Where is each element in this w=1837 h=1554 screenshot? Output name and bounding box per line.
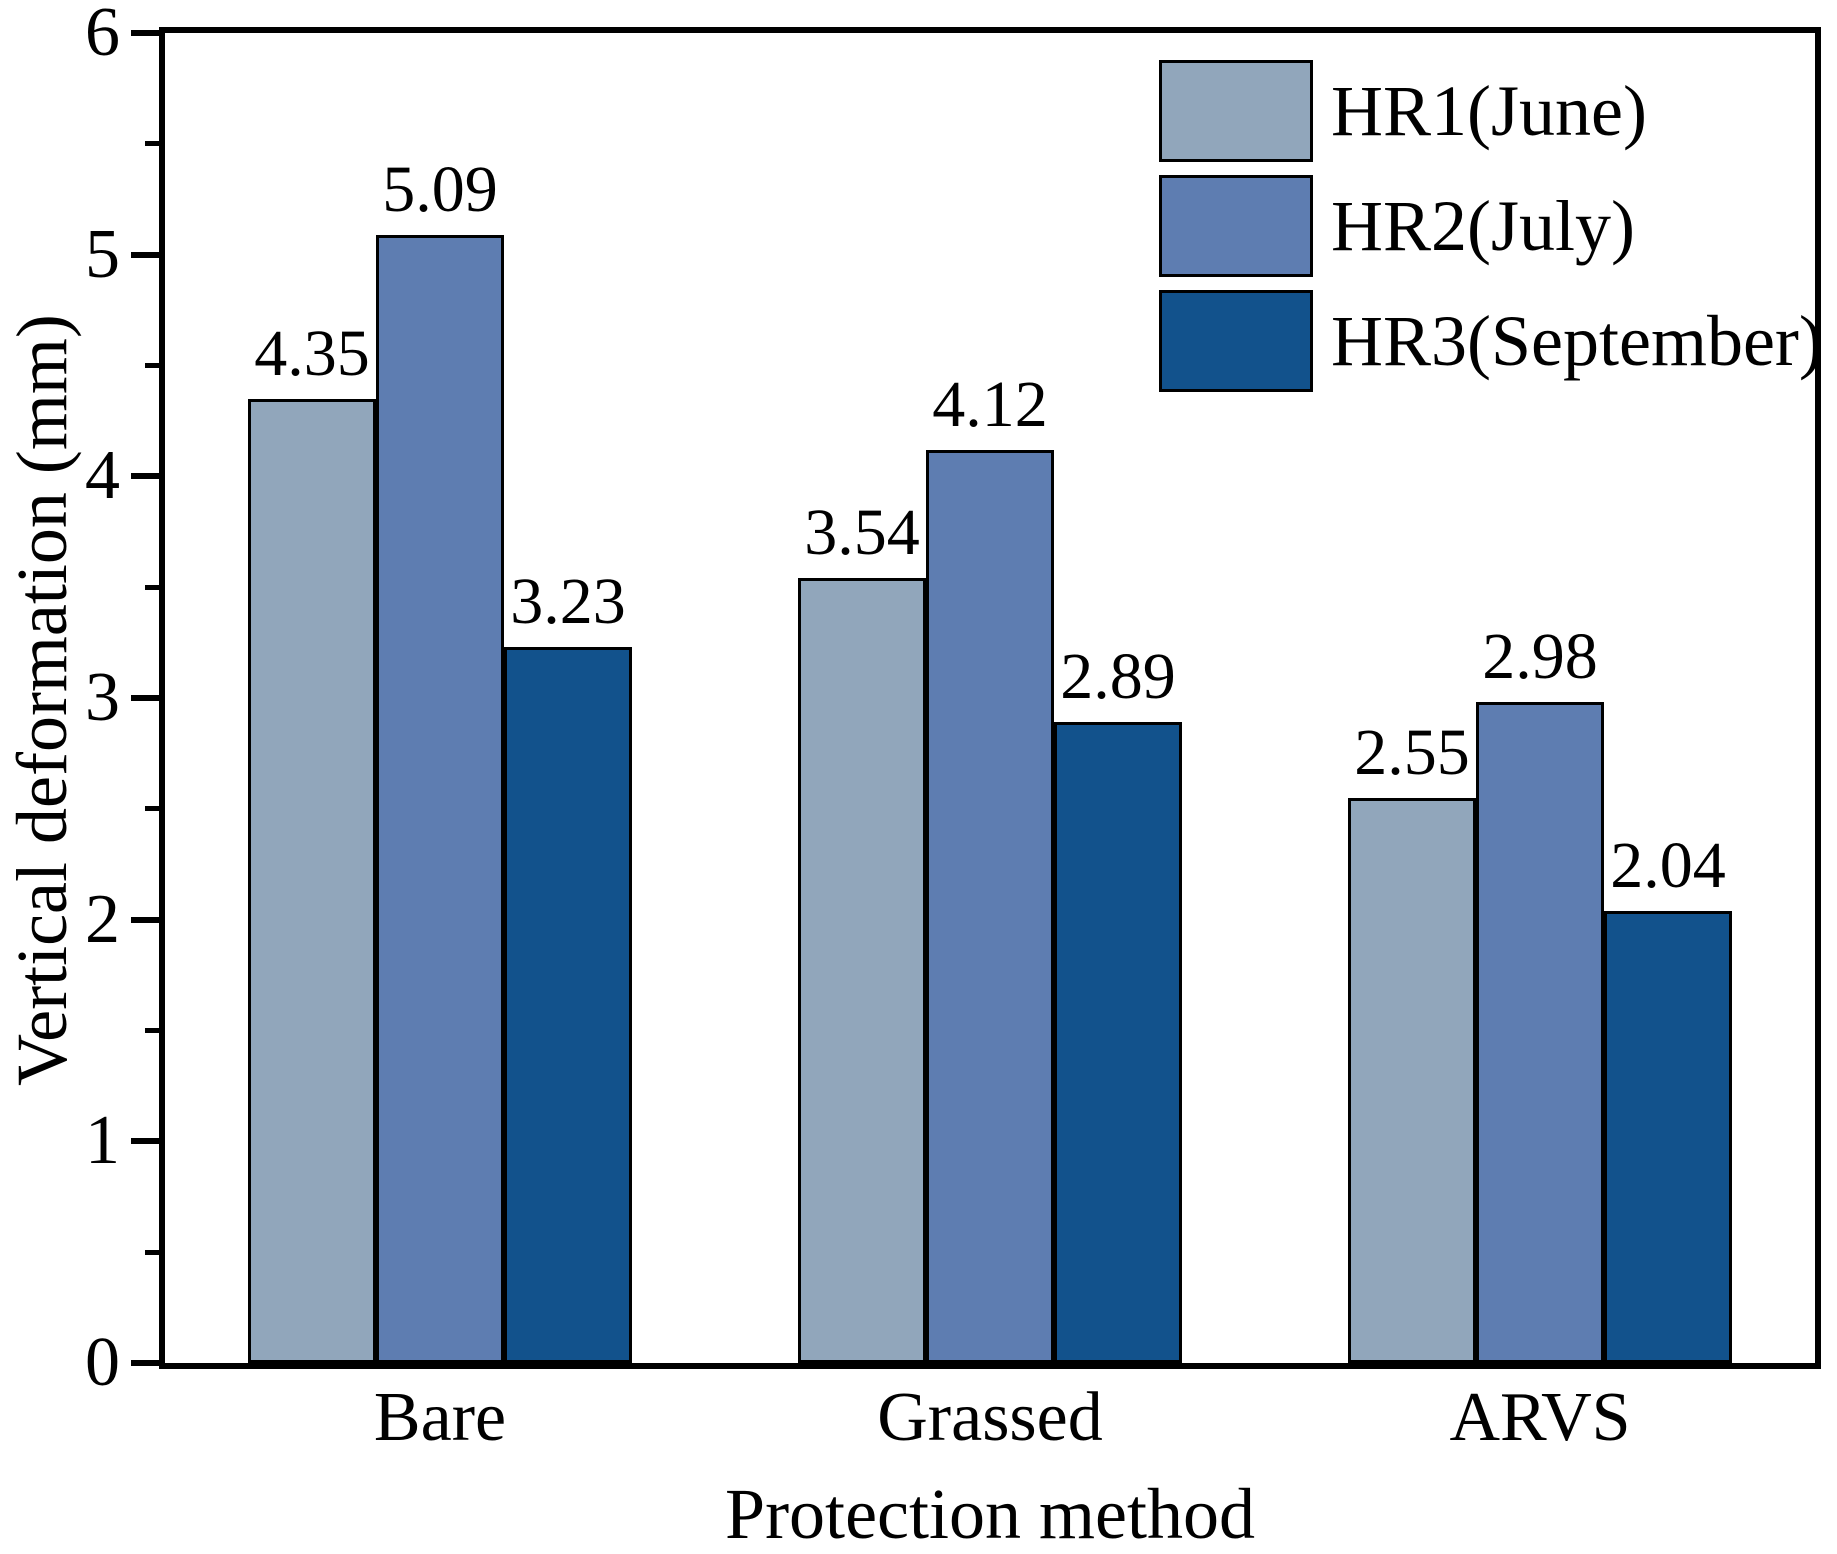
bar-bare-hr2(july): [376, 235, 504, 1363]
bar-arvs-hr3(september): [1604, 911, 1732, 1363]
plot-interior: 4.35 5.09 3.23 3.54 4.12 2.89 2.55 2.98 2.04: [165, 33, 1815, 1363]
bar-bare-hr3(september): [504, 647, 632, 1363]
legend-row: HR2(July): [1159, 175, 1823, 277]
bar-bare-hr1(june): [248, 399, 376, 1363]
xtick-label-bare: Bare: [373, 1379, 507, 1456]
y-minor-tick: [145, 363, 160, 368]
legend-label: HR3(September): [1331, 301, 1823, 381]
y-major-tick: [131, 1360, 160, 1366]
legend-swatch-hr3(september): [1159, 290, 1313, 392]
y-major-tick: [131, 30, 160, 36]
y-major-tick: [131, 252, 160, 258]
ytick-label: 6: [85, 0, 120, 71]
bar-grassed-hr1(june): [798, 578, 926, 1363]
y-major-tick: [131, 1138, 160, 1144]
ytick-label: 2: [85, 881, 120, 958]
bar-value-label: 4.12: [932, 368, 1048, 441]
y-major-tick: [131, 473, 160, 479]
bar-grassed-hr3(september): [1054, 722, 1182, 1363]
bar-value-label: 5.09: [382, 153, 498, 226]
bar-value-label: 3.23: [510, 565, 626, 638]
bar-value-label: 3.54: [804, 496, 920, 569]
x-axis-title: Protection method: [725, 1474, 1255, 1554]
bar-value-label: 2.04: [1610, 829, 1726, 902]
bar-value-label: 2.55: [1354, 716, 1470, 789]
y-minor-tick: [145, 1028, 160, 1033]
legend-label: HR1(June): [1331, 71, 1647, 151]
ytick-label: 0: [85, 1324, 120, 1401]
bar-value-label: 4.35: [254, 317, 370, 390]
plot-area: 4.35 5.09 3.23 3.54 4.12 2.89 2.55 2.98 2.04: [159, 27, 1821, 1369]
bar-arvs-hr2(july): [1476, 702, 1604, 1363]
ytick-label: 3: [85, 659, 120, 736]
y-minor-tick: [145, 585, 160, 590]
legend-label: HR2(July): [1331, 186, 1635, 266]
bar-arvs-hr1(june): [1348, 798, 1476, 1363]
legend-row: HR1(June): [1159, 60, 1823, 162]
y-minor-tick: [145, 141, 160, 146]
bar-value-label: 2.98: [1482, 620, 1598, 693]
y-major-tick: [131, 695, 160, 701]
legend: HR1(June) HR2(July) HR3(September): [1159, 60, 1823, 405]
bar-value-label: 2.89: [1060, 640, 1176, 713]
xtick-label-arvs: ARVS: [1449, 1379, 1631, 1456]
y-minor-tick: [145, 806, 160, 811]
legend-row: HR3(September): [1159, 290, 1823, 392]
legend-swatch-hr1(june): [1159, 60, 1313, 162]
y-minor-tick: [145, 1250, 160, 1255]
xtick-label-grassed: Grassed: [877, 1379, 1103, 1456]
legend-swatch-hr2(july): [1159, 175, 1313, 277]
bar-grassed-hr2(july): [926, 450, 1054, 1363]
ytick-label: 1: [85, 1102, 120, 1179]
ytick-label: 5: [85, 216, 120, 293]
y-major-tick: [131, 917, 160, 923]
ytick-label: 4: [85, 437, 120, 514]
